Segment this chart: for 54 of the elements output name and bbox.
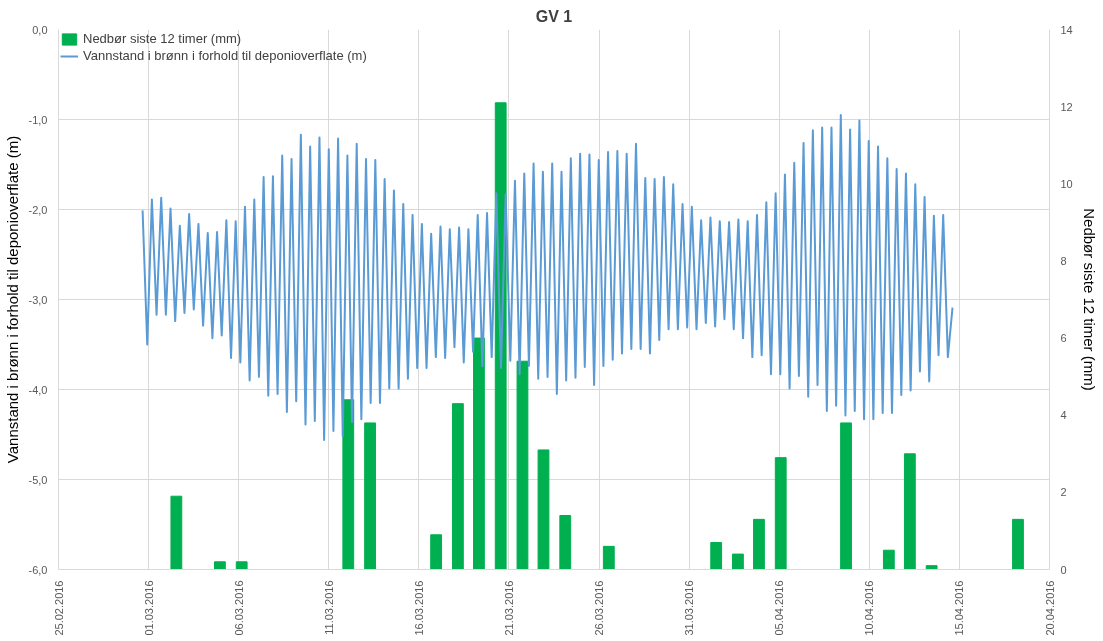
y2-tick-label: 2 bbox=[1060, 486, 1067, 499]
bar bbox=[925, 565, 938, 570]
legend-label: Nedbør siste 12 timer (mm) bbox=[83, 31, 242, 46]
x-tick-label: 01.03.2016 bbox=[142, 580, 155, 636]
y2-tick-label: 12 bbox=[1060, 100, 1073, 113]
y-tick-label: -5,0 bbox=[28, 473, 48, 486]
x-tick-label: 11.03.2016 bbox=[322, 580, 335, 635]
y2-tick-label: 8 bbox=[1060, 254, 1067, 267]
bar bbox=[235, 561, 248, 570]
bar bbox=[364, 422, 376, 570]
bar bbox=[537, 449, 550, 570]
y-tick-label: 0,0 bbox=[32, 23, 48, 36]
y-tick-label: -2,0 bbox=[28, 203, 48, 216]
bar bbox=[732, 553, 744, 570]
bar bbox=[473, 337, 485, 570]
bar bbox=[710, 542, 723, 570]
y-tick-label: -1,0 bbox=[28, 113, 48, 126]
y2-axis-title: Nedbør siste 12 timer (mm) bbox=[1080, 208, 1098, 391]
bar bbox=[214, 561, 226, 570]
x-tick-label: 31.03.2016 bbox=[683, 580, 696, 636]
legend-label: Vannstand i brønn i forhold til deponioverflate (m) bbox=[83, 48, 367, 63]
y2-tick-label: 4 bbox=[1060, 409, 1067, 422]
x-tick-label: 20.04.2016 bbox=[1043, 580, 1056, 636]
line-series bbox=[141, 114, 954, 441]
y-tick-label: -3,0 bbox=[28, 293, 48, 306]
bar bbox=[840, 422, 852, 570]
x-tick-label: 21.03.2016 bbox=[502, 580, 515, 636]
bar bbox=[559, 515, 572, 570]
bar bbox=[430, 534, 443, 570]
y2-tick-label: 10 bbox=[1060, 177, 1073, 190]
y-tick-label: -6,0 bbox=[28, 563, 48, 576]
y-tick-label: -4,0 bbox=[28, 383, 48, 396]
y-axis-title: Vannstand i brønn i forhold til deponioverflate (m) bbox=[3, 135, 21, 464]
chart-title: GV 1 bbox=[535, 7, 573, 25]
bar bbox=[516, 360, 529, 570]
y2-tick-label: 6 bbox=[1060, 332, 1067, 345]
x-tick-label: 05.04.2016 bbox=[773, 580, 786, 636]
x-tick-label: 10.04.2016 bbox=[863, 580, 876, 636]
x-tick-label: 16.03.2016 bbox=[412, 580, 425, 636]
x-tick-label: 25.02.2016 bbox=[52, 580, 65, 636]
bar bbox=[882, 549, 895, 570]
bar bbox=[602, 545, 615, 570]
bar bbox=[774, 457, 787, 570]
x-tick-label: 15.04.2016 bbox=[953, 580, 966, 636]
bar bbox=[452, 403, 464, 570]
bar bbox=[753, 518, 765, 570]
y2-tick-label: 0 bbox=[1060, 563, 1067, 576]
bar bbox=[170, 495, 183, 570]
bar bbox=[903, 453, 916, 570]
x-tick-label: 06.03.2016 bbox=[232, 580, 245, 636]
y2-tick-label: 14 bbox=[1060, 23, 1073, 36]
bar bbox=[1012, 518, 1024, 570]
x-tick-label: 26.03.2016 bbox=[593, 580, 606, 636]
bar bbox=[342, 399, 355, 570]
